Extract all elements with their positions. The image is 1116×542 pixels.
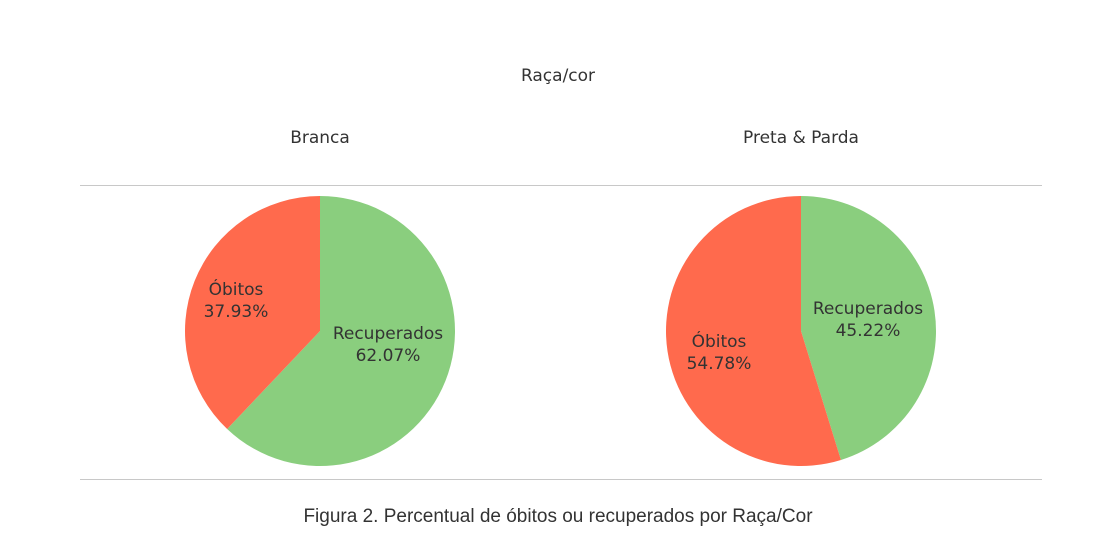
slice-label-preta-parda-recuperados: Recuperados 45.22% [813,299,923,341]
slice-label-preta-parda-bitos: Óbitos 54.78% [687,330,752,374]
slice-label-branca-bitos: Óbitos 37.93% [204,278,269,322]
bottom-divider [80,479,1042,480]
panel-header-preta-parda: Preta & Parda [743,128,859,148]
top-divider [80,185,1042,186]
slice-preta-parda-bitos [665,196,841,466]
figure-caption: Figura 2. Percentual de óbitos ou recupe… [303,506,813,527]
slice-label-branca-recuperados: Recuperados 62.07% [333,324,443,366]
pie-preta-parda: Recuperados 45.22% Óbitos 54.78% [665,196,936,466]
slice-branca-bitos [185,196,320,430]
slice-branca-recuperados [227,196,455,467]
panel-header-branca: Branca [290,128,350,148]
slice-preta-parda-recuperados [801,196,936,460]
pie-branca: Recuperados 62.07% Óbitos 37.93% [185,196,455,467]
chart-title: Raça/cor [520,66,596,86]
